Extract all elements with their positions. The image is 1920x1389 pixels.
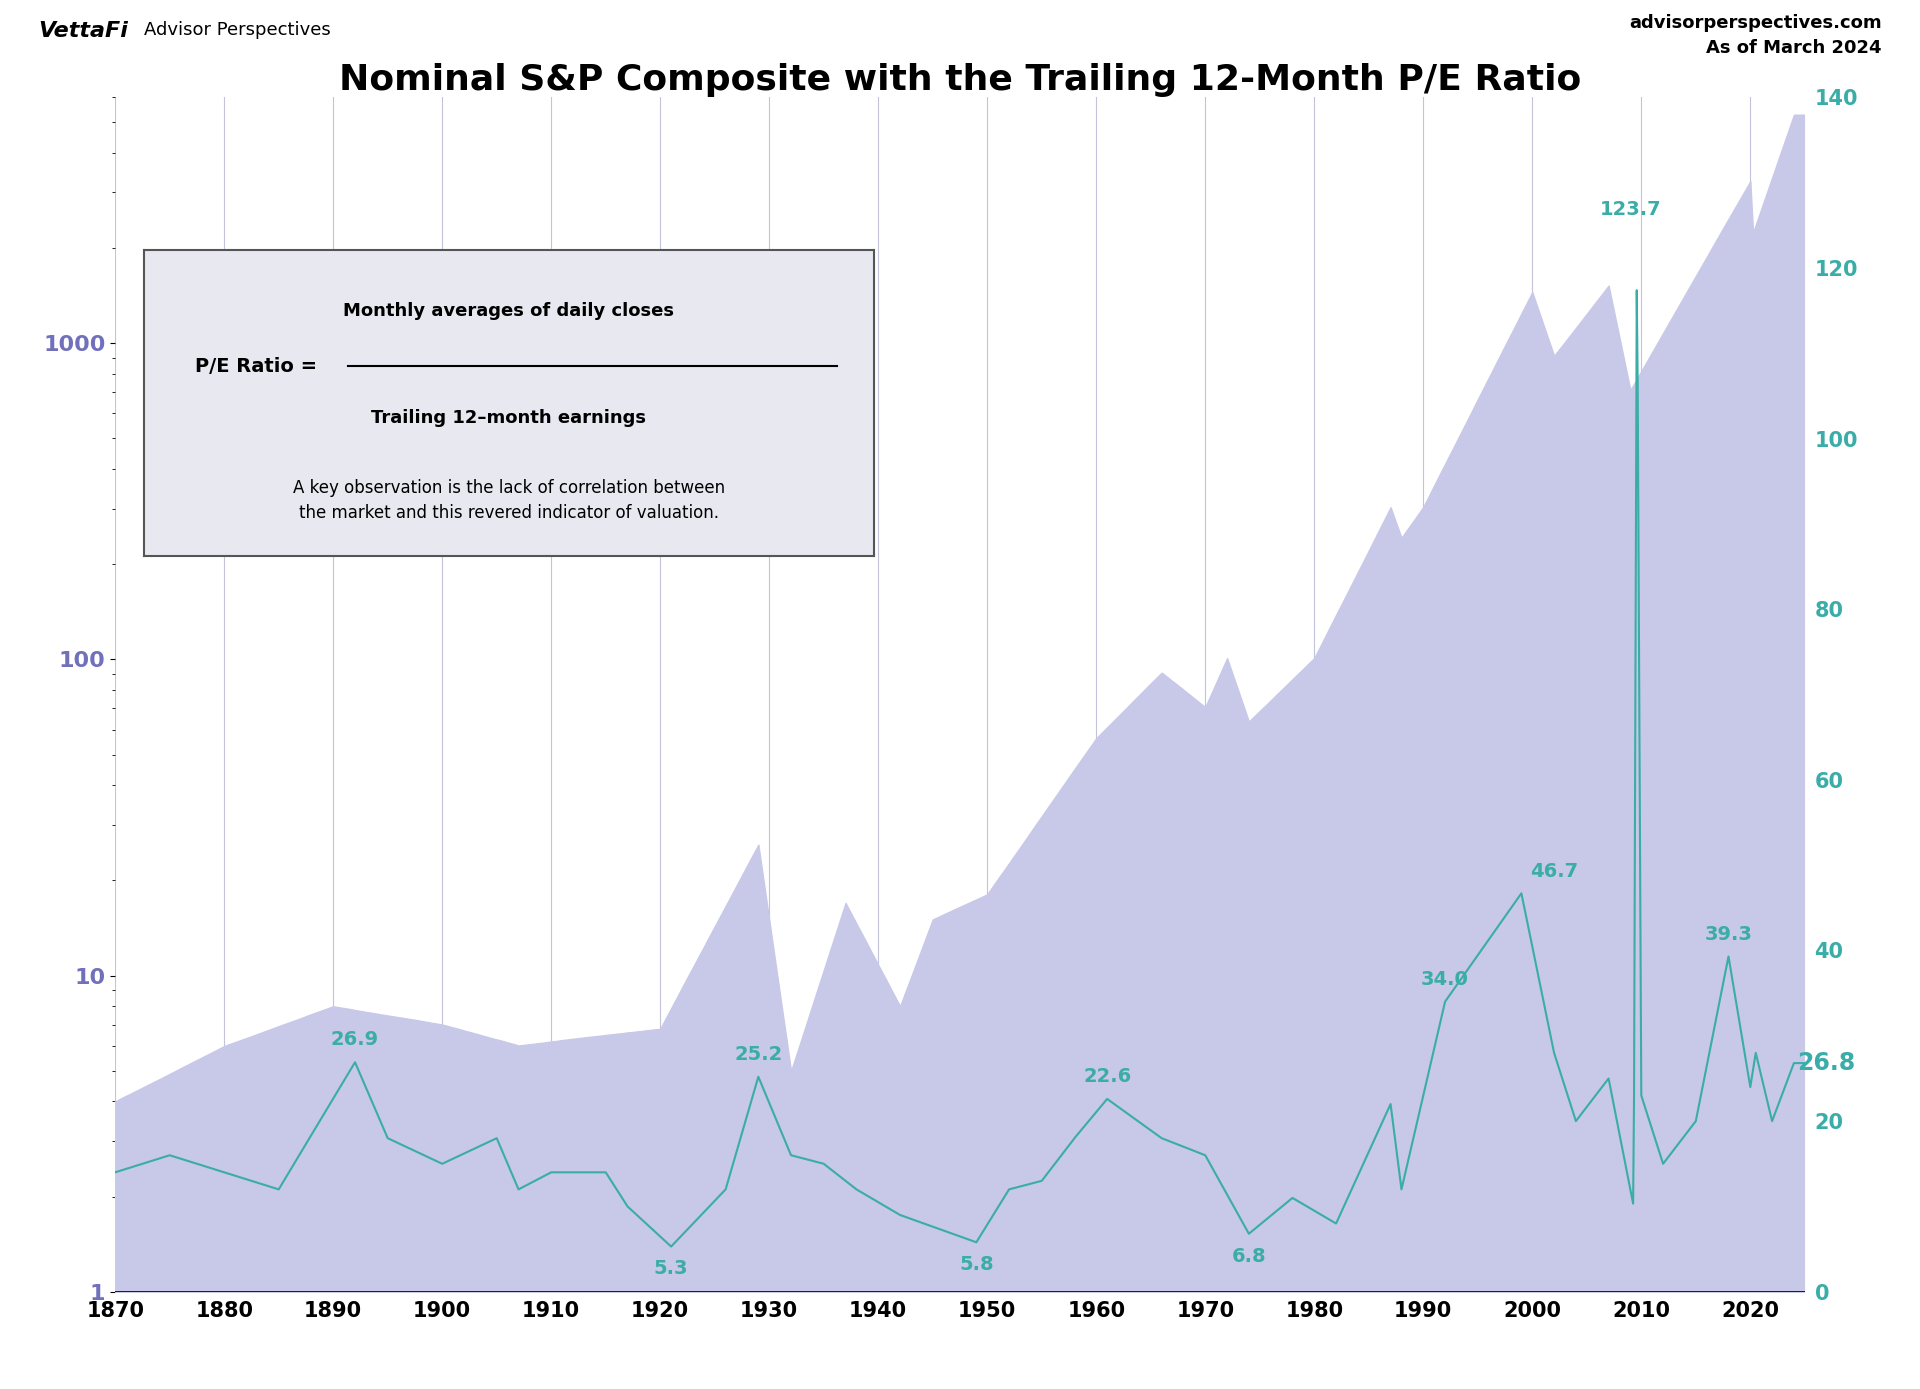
Text: As of March 2024: As of March 2024: [1707, 39, 1882, 57]
Text: Trailing 12–month earnings: Trailing 12–month earnings: [371, 410, 647, 426]
Text: 26.9: 26.9: [330, 1031, 378, 1050]
Legend: Nominal Price, Trailing 12- Month P/E Ratio: Nominal Price, Trailing 12- Month P/E Ra…: [636, 0, 1284, 6]
Text: Nominal S&P Composite with the Trailing 12-Month P/E Ratio: Nominal S&P Composite with the Trailing …: [338, 63, 1582, 96]
Text: Advisor Perspectives: Advisor Perspectives: [144, 21, 330, 39]
Text: 22.6: 22.6: [1083, 1067, 1131, 1086]
Text: 34.0: 34.0: [1421, 970, 1469, 989]
Text: A key observation is the lack of correlation between
the market and this revered: A key observation is the lack of correla…: [292, 479, 726, 522]
Text: 25.2: 25.2: [733, 1045, 783, 1064]
Text: P/E Ratio =: P/E Ratio =: [200, 311, 207, 313]
Text: 39.3: 39.3: [1705, 925, 1753, 943]
Text: 123.7: 123.7: [1599, 200, 1661, 219]
Text: P/E Ratio =: P/E Ratio =: [196, 357, 324, 375]
Text: Monthly averages of daily closes: Monthly averages of daily closes: [344, 303, 674, 319]
Text: 6.8: 6.8: [1231, 1246, 1265, 1265]
Text: advisorperspectives.com: advisorperspectives.com: [1628, 14, 1882, 32]
Text: 5.3: 5.3: [655, 1260, 689, 1278]
Text: VettaFi: VettaFi: [38, 21, 129, 40]
Text: 46.7: 46.7: [1530, 861, 1578, 881]
Text: 26.8: 26.8: [1797, 1051, 1855, 1075]
Text: 5.8: 5.8: [958, 1256, 995, 1274]
